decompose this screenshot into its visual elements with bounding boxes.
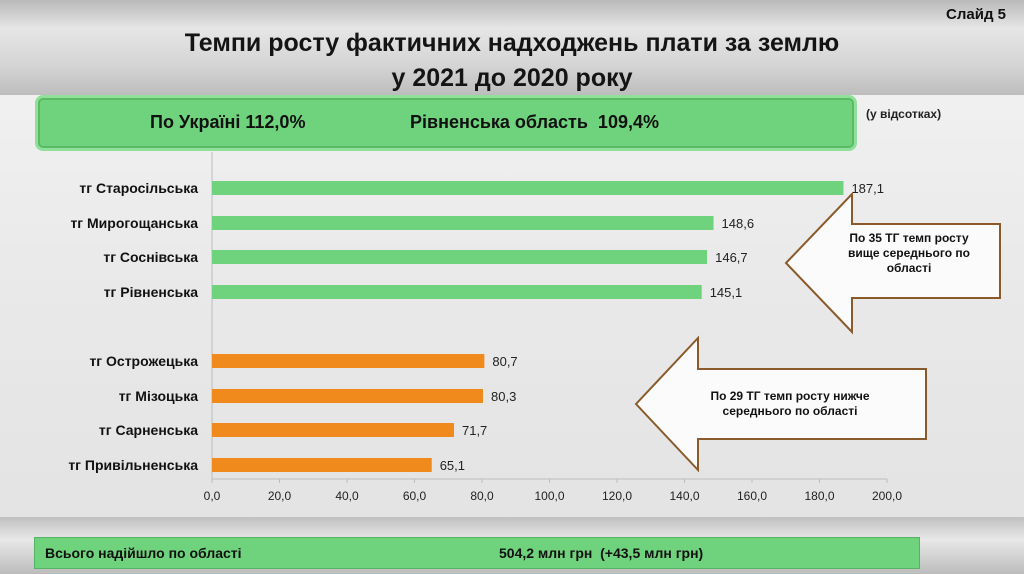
value-label: 148,6 (722, 216, 755, 231)
x-tick-label: 40,0 (335, 489, 359, 503)
bar (212, 389, 484, 403)
x-tick-label: 120,0 (602, 489, 632, 503)
x-tick-label: 140,0 (669, 489, 699, 503)
bar (212, 285, 702, 299)
category-label: тг Мирогощанська (70, 215, 198, 231)
x-tick-label: 0,0 (204, 489, 221, 503)
x-tick-label: 100,0 (534, 489, 564, 503)
region-summary: Рівненська область 109,4% (410, 112, 659, 132)
footer-value: 504,2 млн грн (+43,5 млн грн) (499, 545, 704, 561)
category-label: тг Старосільська (79, 180, 198, 196)
x-tick-label: 60,0 (403, 489, 427, 503)
chart-ticks: 0,0 20,0 40,0 60,0 80,0 100,0 120,0 140,0 160,0 1… (204, 479, 902, 503)
value-label: 145,1 (710, 285, 743, 300)
x-tick-label: 200,0 (872, 489, 902, 503)
value-label: 146,7 (715, 250, 748, 265)
footer-label: Всього надійшло по області (45, 545, 242, 561)
slide-label: Слайд 5 (946, 6, 1006, 23)
category-label: тг Сарненська (99, 422, 198, 438)
bar (212, 216, 714, 230)
arrow-below-text: По 29 ТГ темп росту нижче середнього по … (710, 389, 870, 418)
ukraine-summary: По Україні 112,0% (150, 112, 306, 132)
page-title: Темпи росту фактичних надходжень плати з… (0, 26, 1024, 96)
category-label: тг Привільненська (68, 457, 198, 473)
x-tick-label: 180,0 (804, 489, 834, 503)
title-line-2: у 2021 до 2020 року (391, 64, 633, 92)
title-line-1: Темпи росту фактичних надходжень плати з… (184, 29, 840, 57)
header-band (0, 0, 1024, 95)
category-label: тг Мізоцька (119, 388, 199, 404)
category-label: тг Острожецька (89, 353, 198, 369)
bar (212, 250, 708, 264)
bar (212, 458, 432, 472)
units-note: (у відсотках) (866, 107, 942, 121)
arrow-below-shape (634, 335, 927, 473)
value-label: 187,1 (851, 181, 884, 196)
value-label: 65,1 (440, 458, 465, 473)
x-tick-label: 20,0 (268, 489, 292, 503)
summary-box: По Україні 112,0% Рівненська область 109… (38, 98, 854, 148)
arrow-above-shape (784, 191, 1001, 335)
bar (212, 181, 844, 195)
value-label: 71,7 (462, 423, 487, 438)
value-label: 80,3 (491, 389, 516, 404)
x-tick-label: 160,0 (737, 489, 767, 503)
value-label: 80,7 (492, 354, 517, 369)
bar (212, 423, 454, 437)
chart-labels: тг Старосільська 187,1 тг Мирогощанська 148… (68, 180, 884, 473)
bar (212, 354, 485, 368)
footer-box: Всього надійшло по області 504,2 млн грн… (34, 537, 920, 569)
x-tick-label: 80,0 (470, 489, 494, 503)
category-label: тг Соснівська (103, 249, 198, 265)
chart-bars (212, 181, 844, 472)
category-label: тг Рівненська (104, 284, 199, 300)
arrow-above-text: По 35 ТГ темп росту вище середнього по о… (848, 231, 970, 275)
